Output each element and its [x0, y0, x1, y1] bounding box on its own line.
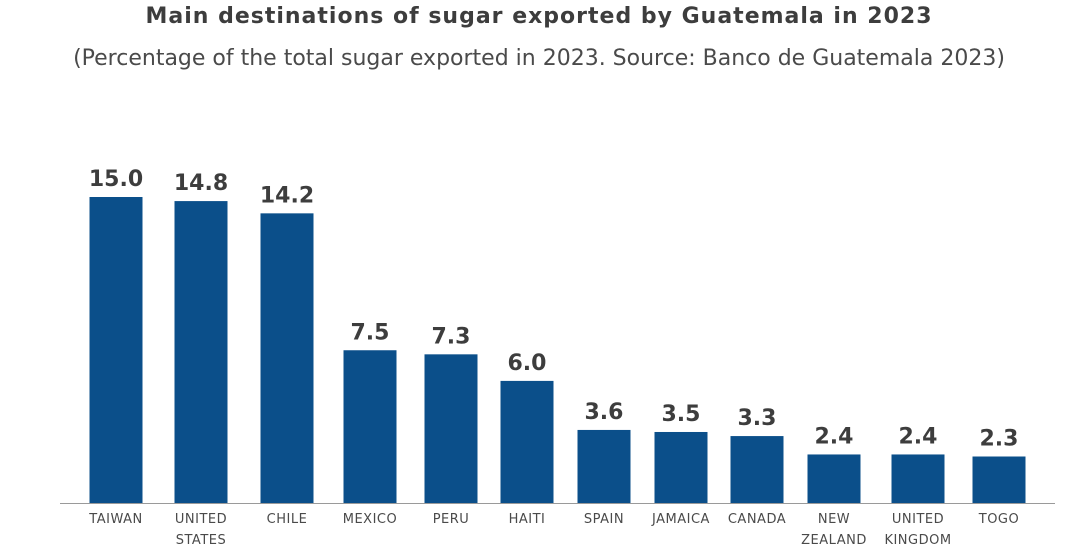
- bar: [577, 429, 631, 504]
- bar-value-label: 3.5: [662, 402, 701, 427]
- category-label: NEW ZEALAND: [801, 512, 867, 548]
- bar-value-label: 14.2: [260, 183, 314, 208]
- category-label: HAITI: [509, 512, 546, 527]
- category-label-line: UNITED: [175, 512, 227, 527]
- category-label: JAMAICA: [651, 512, 710, 527]
- bar: [424, 354, 478, 504]
- category-label-line: TAIWAN: [88, 512, 142, 527]
- category-label: PERU: [433, 512, 470, 527]
- chart-subtitle: (Percentage of the total sugar exported …: [73, 46, 1005, 71]
- bar-value-label: 3.6: [585, 400, 624, 425]
- bar-value-label: 2.3: [980, 427, 1019, 452]
- bar: [654, 431, 708, 504]
- category-label-line: CHILE: [267, 512, 308, 527]
- bar: [730, 436, 784, 504]
- category-label-line: NEW: [818, 512, 850, 527]
- bar-value-label: 15.0: [89, 167, 143, 192]
- bar-value-label: 2.4: [815, 424, 854, 449]
- bar-value-label: 3.3: [738, 406, 777, 431]
- bar: [174, 201, 228, 504]
- category-label-line: ZEALAND: [801, 533, 867, 548]
- category-label-line: UNITED: [892, 512, 944, 527]
- category-label-line: JAMAICA: [651, 512, 710, 527]
- category-label: TOGO: [978, 512, 1019, 527]
- category-labels-group: TAIWAN UNITED STATES CHILE MEXICO PERU HAITI SP…: [88, 512, 1019, 548]
- bar: [891, 454, 945, 504]
- category-label: CHILE: [267, 512, 308, 527]
- bar: [260, 213, 314, 504]
- category-label: SPAIN: [584, 512, 624, 527]
- category-label-line: CANADA: [728, 512, 786, 527]
- bar-value-label: 14.8: [174, 171, 228, 196]
- category-label: CANADA: [728, 512, 786, 527]
- bar-value-label: 7.3: [432, 324, 471, 349]
- bars-group: [89, 197, 1026, 504]
- bar: [89, 197, 143, 504]
- bar: [500, 380, 554, 504]
- category-label: UNITED KINGDOM: [884, 512, 951, 548]
- bar: [343, 350, 397, 504]
- chart-title: Main destinations of sugar exported by G…: [145, 4, 933, 29]
- category-label: TAIWAN: [88, 512, 142, 527]
- category-label-line: PERU: [433, 512, 470, 527]
- bar: [972, 456, 1026, 504]
- category-label: MEXICO: [343, 512, 397, 527]
- value-labels-group: 15.0 14.8 14.2 7.5 7.3 6.0 3.6 3.5 3.3 2.4 2.4 2.3: [89, 167, 1019, 452]
- category-label-line: TOGO: [978, 512, 1019, 527]
- bar-value-label: 2.4: [899, 424, 938, 449]
- bar-value-label: 7.5: [351, 320, 390, 345]
- bar-value-label: 6.0: [508, 351, 547, 376]
- bar: [807, 454, 861, 504]
- category-label-line: KINGDOM: [884, 533, 951, 548]
- category-label: UNITED STATES: [175, 512, 227, 548]
- category-label-line: SPAIN: [584, 512, 624, 527]
- category-label-line: HAITI: [509, 512, 546, 527]
- category-label-line: STATES: [176, 533, 226, 548]
- category-label-line: MEXICO: [343, 512, 397, 527]
